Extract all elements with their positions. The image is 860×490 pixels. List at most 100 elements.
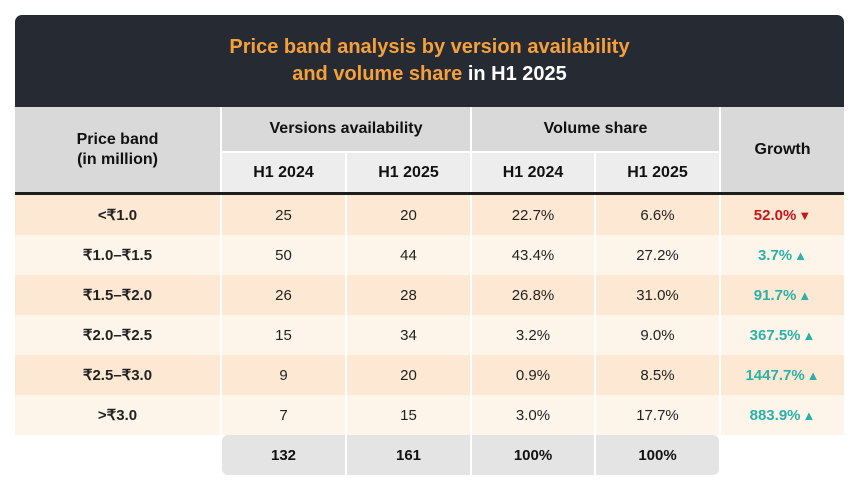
- up-arrow-icon: ▲: [806, 367, 820, 383]
- table-row: ₹2.0–₹2.5 15 34 3.2% 9.0% 367.5% ▲: [15, 315, 844, 355]
- table-row: <₹1.0 25 20 22.7% 6.6% 52.0% ▼: [15, 195, 844, 235]
- price-band-cell: ₹2.0–₹2.5: [82, 327, 153, 344]
- column-separator: [470, 195, 472, 235]
- price-band-cell: ₹1.5–₹2.0: [82, 287, 153, 304]
- column-separator: [220, 355, 222, 395]
- table-title-bar: Price band analysis by version availabil…: [15, 15, 844, 107]
- up-arrow-icon: ▲: [802, 327, 816, 343]
- column-separator: [719, 195, 721, 235]
- column-separator: [220, 195, 222, 235]
- growth-cell: 3.7% ▲: [721, 235, 844, 275]
- growth-cell: 52.0% ▼: [721, 195, 844, 235]
- versions-h1-2025-cell: 34: [400, 326, 417, 344]
- volume-h1-2025-cell: 27.2%: [636, 246, 679, 264]
- growth-value: 883.9%: [749, 406, 801, 424]
- title-line-2-orange: and volume share: [292, 63, 463, 85]
- column-separator: [470, 275, 472, 315]
- column-separator: [470, 235, 472, 275]
- header-volume-share: Volume share: [472, 107, 719, 151]
- subheader-versions-h1-2024: H1 2024: [222, 153, 345, 192]
- column-separator: [470, 395, 472, 435]
- table-row: ₹1.0–₹1.5 50 44 43.4% 27.2% 3.7% ▲: [15, 235, 844, 275]
- column-separator: [345, 315, 347, 355]
- column-separator: [594, 195, 596, 235]
- column-separator: [719, 315, 721, 355]
- column-separator: [594, 355, 596, 395]
- down-arrow-icon: ▼: [798, 207, 812, 223]
- column-separator: [345, 395, 347, 435]
- versions-h1-2025-cell: 20: [400, 206, 417, 224]
- volume-h1-2024-cell: 3.0%: [515, 406, 551, 424]
- total-volume-h1-2025: 100%: [596, 435, 719, 475]
- versions-h1-2024-cell: 15: [275, 326, 292, 344]
- volume-h1-2024-cell: 0.9%: [515, 366, 551, 384]
- column-separator: [345, 275, 347, 315]
- up-arrow-icon: ▲: [802, 407, 816, 423]
- up-arrow-icon: ▲: [794, 247, 808, 263]
- header-price-band-line2: (in million): [77, 150, 158, 168]
- versions-h1-2025-cell: 28: [400, 286, 417, 304]
- total-versions-h1-2024: 132: [222, 435, 345, 475]
- price-band-cell: >₹3.0: [97, 407, 138, 424]
- volume-h1-2025-cell: 8.5%: [640, 366, 675, 384]
- volume-h1-2024-cell: 3.2%: [515, 326, 551, 344]
- column-separator: [470, 355, 472, 395]
- column-separator: [345, 235, 347, 275]
- growth-value: 52.0%: [753, 206, 797, 224]
- column-separator: [594, 275, 596, 315]
- title-line-1: Price band analysis by version availabil…: [229, 36, 630, 58]
- price-band-cell: ₹1.0–₹1.5: [82, 247, 153, 264]
- column-separator: [719, 395, 721, 435]
- growth-cell: 91.7% ▲: [721, 275, 844, 315]
- header-divider: [15, 192, 844, 195]
- header-price-band-line1: Price band: [76, 130, 159, 148]
- total-volume-h1-2024: 100%: [472, 435, 594, 475]
- volume-h1-2025-cell: 9.0%: [640, 326, 675, 344]
- versions-h1-2025-cell: 20: [400, 366, 417, 384]
- column-separator: [345, 355, 347, 395]
- versions-h1-2025-cell: 15: [400, 406, 417, 424]
- volume-h1-2025-cell: 31.0%: [636, 286, 679, 304]
- column-separator: [220, 235, 222, 275]
- table-row: >₹3.0 7 15 3.0% 17.7% 883.9% ▲: [15, 395, 844, 435]
- column-separator: [594, 315, 596, 355]
- growth-value: 91.7%: [753, 286, 797, 304]
- growth-value: 1447.7%: [745, 366, 805, 384]
- column-separator: [594, 235, 596, 275]
- total-versions-h1-2025: 161: [347, 435, 470, 475]
- growth-cell: 367.5% ▲: [721, 315, 844, 355]
- volume-h1-2024-cell: 22.7%: [511, 206, 555, 224]
- subheader-versions-h1-2025: H1 2025: [347, 153, 470, 192]
- price-band-cell: <₹1.0: [97, 207, 138, 224]
- subheader-volume-h1-2025: H1 2025: [596, 153, 719, 192]
- growth-cell: 1447.7% ▲: [721, 355, 844, 395]
- growth-cell: 883.9% ▲: [721, 395, 844, 435]
- subheader-volume-h1-2024: H1 2024: [472, 153, 594, 192]
- price-band-cell: ₹2.5–₹3.0: [82, 367, 153, 384]
- column-separator: [719, 355, 721, 395]
- column-separator: [719, 235, 721, 275]
- column-separator: [470, 315, 472, 355]
- volume-h1-2024-cell: 26.8%: [511, 286, 555, 304]
- column-separator: [345, 195, 347, 235]
- growth-value: 3.7%: [757, 246, 793, 264]
- volume-h1-2024-cell: 43.4%: [511, 246, 555, 264]
- volume-h1-2025-cell: 17.7%: [636, 406, 679, 424]
- versions-h1-2024-cell: 50: [275, 246, 292, 264]
- header-price-band: Price band (in million): [15, 107, 220, 192]
- column-separator: [220, 275, 222, 315]
- price-band-table-card: Price band analysis by version availabil…: [15, 15, 844, 475]
- versions-h1-2024-cell: 25: [275, 206, 292, 224]
- volume-h1-2025-cell: 6.6%: [640, 206, 675, 224]
- table-row: ₹1.5–₹2.0 26 28 26.8% 31.0% 91.7% ▲: [15, 275, 844, 315]
- versions-h1-2024-cell: 7: [279, 406, 288, 424]
- growth-value: 367.5%: [749, 326, 801, 344]
- title-line-2: and volume share in H1 2025: [292, 61, 567, 88]
- up-arrow-icon: ▲: [798, 287, 812, 303]
- title-line-2-white: in H1 2025: [462, 63, 567, 85]
- versions-h1-2024-cell: 26: [275, 286, 292, 304]
- table-row: ₹2.5–₹3.0 9 20 0.9% 8.5% 1447.7% ▲: [15, 355, 844, 395]
- versions-h1-2025-cell: 44: [400, 246, 417, 264]
- column-separator: [719, 275, 721, 315]
- column-separator: [220, 395, 222, 435]
